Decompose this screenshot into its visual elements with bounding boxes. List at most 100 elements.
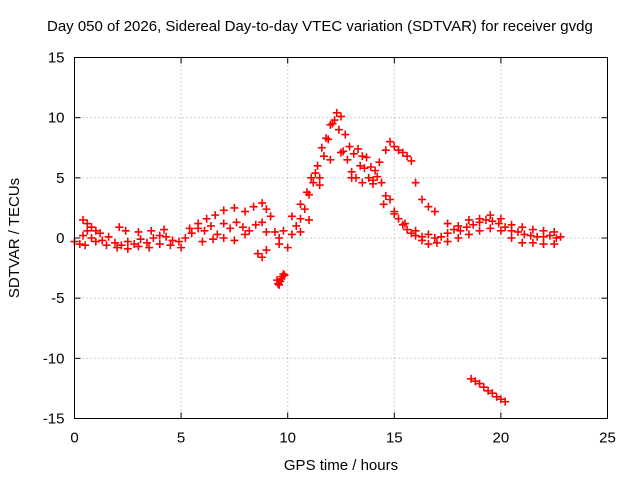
data-point xyxy=(198,237,207,246)
data-point xyxy=(166,241,175,250)
data-point xyxy=(313,161,322,170)
data-point xyxy=(117,241,126,250)
data-point xyxy=(226,224,235,233)
data-point xyxy=(411,226,420,235)
data-point xyxy=(337,148,345,157)
data-point xyxy=(262,246,271,255)
data-point xyxy=(507,234,516,242)
data-point xyxy=(449,225,458,234)
data-point xyxy=(177,243,186,252)
data-point xyxy=(394,214,403,223)
data-point xyxy=(443,237,452,246)
data-point xyxy=(104,232,113,241)
data-point xyxy=(258,199,267,208)
y-tick-label: 10 xyxy=(48,110,65,127)
data-point xyxy=(136,235,145,244)
chart-title: Day 050 of 2026, Sidereal Day-to-day VTE… xyxy=(47,18,593,35)
data-point xyxy=(266,212,275,221)
data-point xyxy=(443,229,452,238)
data-point xyxy=(488,389,497,398)
data-point xyxy=(430,207,439,216)
data-point xyxy=(501,223,510,232)
data-point xyxy=(147,226,156,235)
y-tick-label: -15 xyxy=(43,411,65,428)
data-point xyxy=(462,223,471,232)
data-point xyxy=(305,215,314,224)
series-outlier-cluster xyxy=(273,270,289,289)
data-point xyxy=(258,253,267,262)
data-point xyxy=(552,234,561,242)
data-point xyxy=(550,227,559,236)
data-point xyxy=(324,135,333,144)
data-point xyxy=(407,156,416,165)
data-point xyxy=(464,215,473,224)
data-point xyxy=(475,214,484,223)
data-point xyxy=(481,215,490,224)
data-point xyxy=(87,223,96,232)
data-point xyxy=(134,227,143,236)
data-point xyxy=(230,236,239,245)
data-point xyxy=(424,202,433,211)
data-point xyxy=(539,226,548,235)
data-point xyxy=(496,395,505,404)
data-point xyxy=(539,240,548,249)
data-point xyxy=(249,202,258,211)
data-point xyxy=(528,225,537,234)
data-point xyxy=(232,218,241,227)
data-point xyxy=(398,148,407,157)
data-point xyxy=(174,237,183,246)
grid xyxy=(74,57,608,419)
data-point xyxy=(430,234,439,242)
data-point xyxy=(496,214,505,223)
data-point xyxy=(358,178,367,187)
y-tick-label: 5 xyxy=(56,170,64,187)
data-point xyxy=(464,230,473,239)
data-point xyxy=(279,226,288,235)
data-point xyxy=(123,237,132,246)
data-point xyxy=(296,200,305,209)
x-axis-label: GPS time / hours xyxy=(284,457,398,474)
data-point xyxy=(488,217,497,226)
series-lower-branch xyxy=(81,148,559,262)
data-point xyxy=(262,205,271,214)
data-point xyxy=(418,195,427,204)
data-point xyxy=(75,240,84,249)
data-point xyxy=(275,280,284,289)
data-point xyxy=(394,146,403,155)
data-point xyxy=(390,209,399,218)
data-point xyxy=(213,230,222,239)
data-point xyxy=(454,234,463,242)
data-point xyxy=(102,241,111,250)
x-tick-label: 5 xyxy=(177,430,185,447)
data-point xyxy=(518,223,527,232)
data-point xyxy=(209,235,218,244)
data-point xyxy=(315,181,324,190)
data-point xyxy=(302,188,311,197)
data-point xyxy=(219,206,228,215)
data-point xyxy=(418,236,427,245)
data-point xyxy=(520,230,529,239)
data-point xyxy=(494,219,503,228)
data-point xyxy=(81,241,90,250)
data-point xyxy=(187,229,196,238)
data-point xyxy=(390,142,399,151)
data-point xyxy=(287,212,296,221)
data-point xyxy=(111,238,120,247)
data-point xyxy=(149,234,158,242)
data-point xyxy=(142,238,151,247)
data-point xyxy=(379,200,388,209)
data-point xyxy=(362,153,371,162)
data-point xyxy=(371,166,380,175)
data-point xyxy=(381,191,390,200)
y-tick-label: 0 xyxy=(56,230,64,247)
data-point xyxy=(96,229,105,238)
data-point xyxy=(343,155,352,164)
data-point xyxy=(334,125,343,134)
data-point xyxy=(479,383,488,392)
data-point xyxy=(168,236,177,245)
y-tick-label: -5 xyxy=(51,290,64,307)
y-tick-labels: -15 -10 -5 0 5 10 15 xyxy=(43,50,65,428)
data-point xyxy=(475,226,484,235)
data-point xyxy=(349,149,358,158)
data-point xyxy=(155,240,164,249)
